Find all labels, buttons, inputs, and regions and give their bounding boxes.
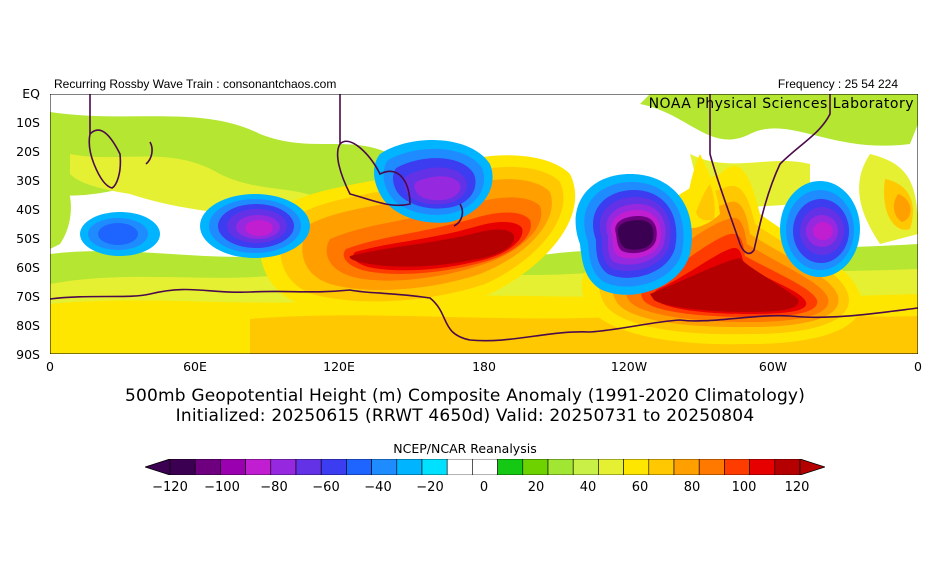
x-tick-label: 0 — [914, 359, 922, 374]
colorbar-segment — [724, 459, 750, 475]
header-left-text: Recurring Rossby Wave Train : consonantc… — [54, 77, 337, 91]
colorbar-tick-label: 80 — [683, 480, 701, 495]
low-anomaly-south-africa — [80, 212, 160, 256]
colorbar-tick-label: 120 — [784, 480, 810, 495]
colorbar-tick-label: 0 — [479, 480, 489, 495]
new-zealand-coastline — [453, 203, 464, 227]
colorbar-segment — [220, 459, 246, 475]
madagascar-coastline — [145, 141, 153, 165]
y-tick-label: 50S — [16, 231, 40, 246]
noaa-watermark: NOAA Physical Sciences Laboratory — [648, 96, 914, 112]
colorbar-segment — [169, 459, 196, 475]
colorbar-segment — [572, 459, 599, 475]
colorbar — [145, 459, 825, 475]
colorbar-tick-label: −120 — [152, 480, 188, 495]
coastlines — [50, 94, 918, 342]
colorbar-tick-label: −20 — [416, 480, 444, 495]
colorbar-extend-low — [145, 459, 171, 475]
x-tick-label: 0 — [46, 359, 54, 374]
colorbar-segment — [547, 459, 574, 475]
colorbar-segment — [774, 459, 801, 475]
low-anomaly-indian-ocean — [200, 194, 310, 258]
colorbar-tick-label: −100 — [204, 480, 240, 495]
colorbar-segment — [295, 459, 322, 475]
colorbar-tick-label: 60 — [631, 480, 649, 495]
colorbar-segment — [320, 459, 347, 475]
y-tick-label: 60S — [16, 260, 40, 275]
anomaly-map — [50, 94, 918, 354]
header-right-text: Frequency : 25 54 224 — [777, 77, 898, 91]
colorbar-segment — [245, 459, 272, 475]
x-tick-label: 120E — [323, 359, 355, 374]
x-tick-label: 120W — [610, 359, 648, 374]
y-tick-label: 80S — [16, 318, 40, 333]
low-anomaly-south-pacific — [575, 174, 692, 295]
colorbar-segment — [446, 459, 473, 475]
low-anomaly-tasman-sea — [374, 140, 493, 223]
y-tick-label: 20S — [16, 144, 40, 159]
y-tick-label: 10S — [16, 115, 40, 130]
x-tick-label: 60W — [758, 359, 788, 374]
colorbar-tick-label: 20 — [527, 480, 545, 495]
low-anomaly-south-atlantic — [780, 181, 860, 277]
y-tick-label: 70S — [16, 289, 40, 304]
y-tick-label: 90S — [16, 347, 40, 362]
y-tick-label: 30S — [16, 173, 40, 188]
colorbar-segment — [673, 459, 700, 475]
colorbar-segment — [371, 459, 398, 475]
australia-coastline — [336, 94, 411, 207]
x-tick-label: 60E — [183, 359, 207, 374]
colorbar-segment — [623, 459, 650, 475]
colorbar-segment — [698, 459, 725, 475]
south-america-coastline — [709, 94, 831, 255]
colorbar-segment — [421, 459, 448, 475]
colorbar-segment — [749, 459, 776, 475]
colorbar-segment — [270, 459, 297, 475]
colorbar-segment — [472, 459, 498, 475]
colorbar-segment — [194, 459, 221, 475]
colorbar-segment — [497, 459, 524, 475]
colorbar-segment — [648, 459, 675, 475]
antarctica-coastline — [50, 288, 918, 342]
colorbar-segment — [346, 459, 372, 475]
colorbar-extend-high — [799, 459, 825, 475]
colorbar-tick-label: −60 — [312, 480, 340, 495]
high-anomaly-pacific — [260, 155, 576, 313]
colorbar-tick-label: 100 — [731, 480, 757, 495]
colorbar-tick-label: 40 — [579, 480, 597, 495]
map-title-line2: Initialized: 20250615 (RRWT 4650d) Valid… — [175, 406, 755, 426]
colorbar-tick-label: −80 — [260, 480, 288, 495]
y-tick-label: 40S — [16, 202, 40, 217]
colorbar-segment — [598, 459, 624, 475]
x-tick-label: 180 — [472, 359, 496, 374]
colorbar-segment — [522, 459, 549, 475]
colorbar-tick-label: −40 — [364, 480, 392, 495]
map-title-line1: 500mb Geopotential Height (m) Composite … — [124, 386, 806, 406]
colorbar-label: NCEP/NCAR Reanalysis — [393, 441, 537, 456]
y-tick-label: EQ — [22, 86, 40, 101]
colorbar-segment — [396, 459, 423, 475]
africa-coastline — [88, 94, 122, 189]
